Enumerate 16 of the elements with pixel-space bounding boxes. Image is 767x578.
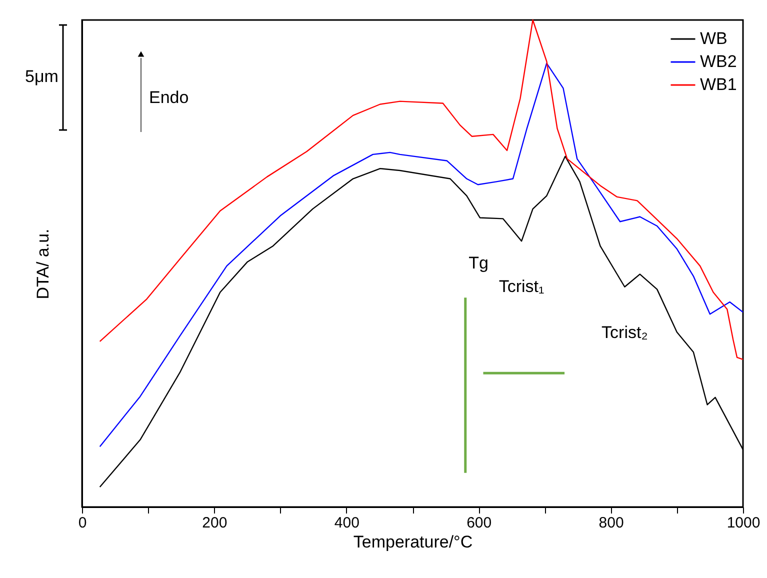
annotation: Tg (468, 254, 489, 273)
y-axis-title: DTA/ a.u. (34, 228, 52, 300)
x-axis-title: Temperature/°C (353, 532, 473, 552)
x-tick-label: 600 (466, 514, 492, 532)
legend-label: WB2 (700, 52, 737, 71)
annotation: Tcrist₂ (602, 322, 648, 342)
x-tick-label: 0 (78, 514, 87, 532)
text: 5μm (25, 67, 58, 86)
legend-label: WB1 (700, 75, 737, 94)
x-tick-label: 800 (598, 514, 624, 532)
legend-label: WB (700, 29, 728, 48)
x-tick-label: 200 (202, 514, 228, 532)
annotation: Endo (149, 88, 189, 107)
x-tick-label: 1000 (726, 514, 760, 532)
x-tick-label: 400 (334, 514, 360, 532)
annotation: Tcrist₁ (498, 277, 545, 296)
